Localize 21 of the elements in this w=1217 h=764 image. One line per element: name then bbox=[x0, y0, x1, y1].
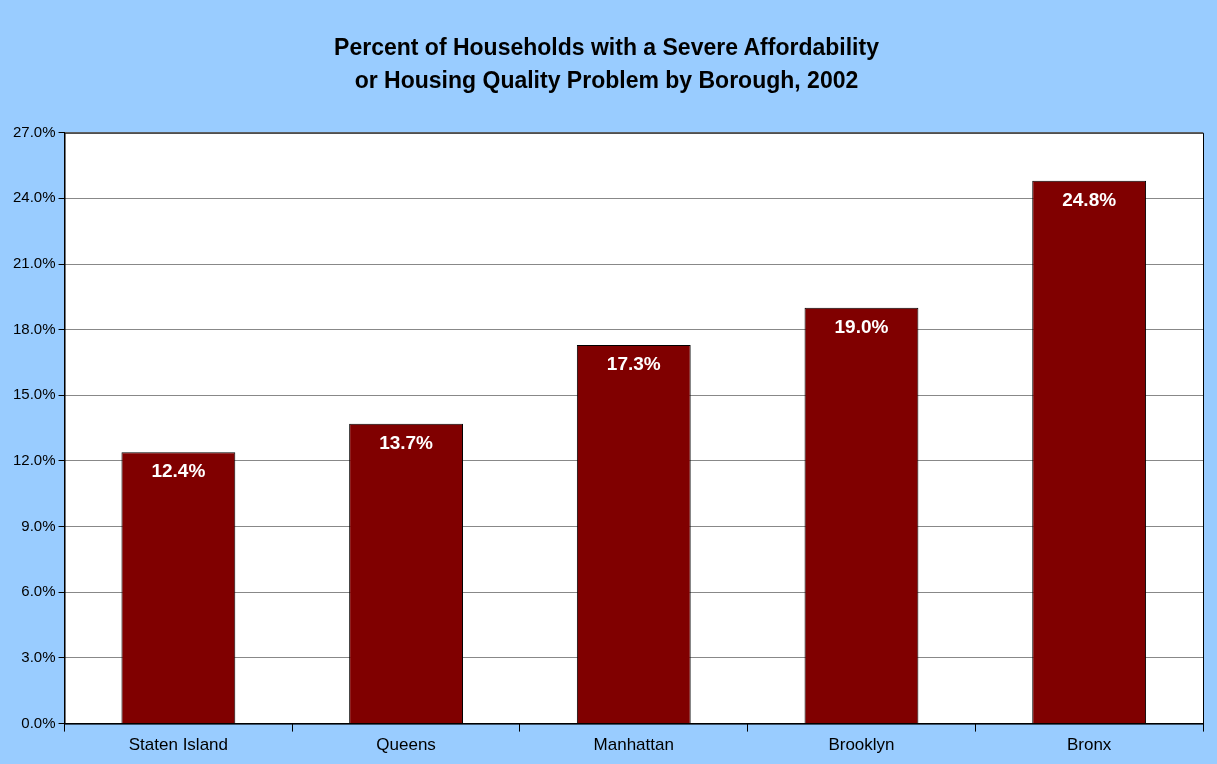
x-tick-label: Queens bbox=[376, 735, 436, 755]
data-label: 13.7% bbox=[379, 431, 434, 453]
y-tick-label: 9.0% bbox=[21, 516, 56, 534]
x-tick-label: Staten Island bbox=[128, 735, 228, 755]
y-tick-label: 3.0% bbox=[21, 648, 56, 666]
y-tick-label: 21.0% bbox=[12, 254, 56, 272]
data-label: 12.4% bbox=[151, 459, 206, 481]
y-tick-label: 0.0% bbox=[21, 713, 56, 731]
y-tick-label: 27.0% bbox=[12, 122, 56, 140]
data-label: 17.3% bbox=[606, 352, 661, 374]
x-tick-label: Brooklyn bbox=[828, 735, 895, 755]
x-tick-label: Manhattan bbox=[593, 735, 674, 755]
y-tick-label: 24.0% bbox=[12, 188, 56, 206]
y-tick-label: 15.0% bbox=[12, 385, 56, 403]
y-tick-label: 6.0% bbox=[21, 582, 56, 600]
data-label: 19.0% bbox=[834, 315, 889, 337]
chart-title: Percent of Households with a Severe Affordability or Housing Quality Problem by Borough, 2002 bbox=[334, 34, 880, 94]
x-tick-label: Bronx bbox=[1066, 735, 1112, 755]
y-tick-label: 18.0% bbox=[12, 319, 56, 337]
data-label: 24.8% bbox=[1062, 188, 1117, 210]
y-tick-label: 12.0% bbox=[12, 451, 56, 469]
